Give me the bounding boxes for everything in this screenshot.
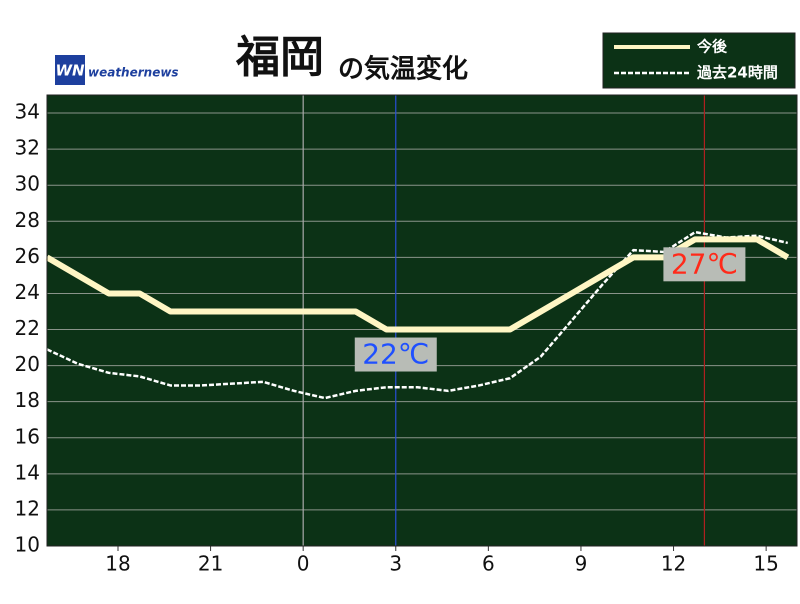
legend-box	[602, 32, 796, 89]
y-tick-label: 20	[15, 352, 40, 376]
chart-subtitle: の気温変化	[338, 54, 468, 85]
y-tick-label: 28	[15, 208, 40, 232]
x-tick-label: 18	[105, 552, 130, 576]
x-tick-label: 0	[297, 552, 310, 576]
y-tick-label: 34	[15, 100, 40, 124]
y-tick-label: 12	[15, 496, 40, 520]
logo-text: weathernews	[88, 66, 179, 80]
y-tick-label: 30	[15, 172, 40, 196]
x-tick-label: 21	[198, 552, 223, 576]
logo-mark: WN	[55, 62, 85, 80]
y-tick-label: 24	[15, 280, 40, 304]
logo-box	[55, 55, 85, 85]
x-tick-label: 15	[753, 552, 778, 576]
plot-background	[47, 95, 797, 546]
y-tick-label: 22	[15, 316, 40, 340]
annotation-box	[354, 337, 437, 372]
y-tick-label: 16	[15, 424, 40, 448]
y-tick-label: 14	[15, 460, 40, 484]
y-tick-label: 26	[15, 244, 40, 268]
y-tick-label: 18	[15, 388, 40, 412]
annotation-label: 22℃	[362, 338, 429, 371]
annotation-box	[663, 247, 746, 282]
legend-label: 今後	[696, 38, 728, 56]
y-tick-label: 10	[15, 533, 40, 557]
annotation: 27℃	[663, 247, 746, 282]
x-tick-label: 12	[661, 552, 686, 576]
y-tick-label: 32	[15, 136, 40, 160]
legend-label: 過去24時間	[696, 64, 778, 82]
chart-title: 福岡	[235, 32, 324, 83]
annotation-label: 27℃	[671, 247, 738, 280]
annotation: 22℃	[354, 337, 437, 372]
plot-frame	[46, 94, 798, 547]
x-tick-label: 3	[389, 552, 402, 576]
x-tick-label: 9	[575, 552, 588, 576]
x-tick-label: 6	[482, 552, 495, 576]
